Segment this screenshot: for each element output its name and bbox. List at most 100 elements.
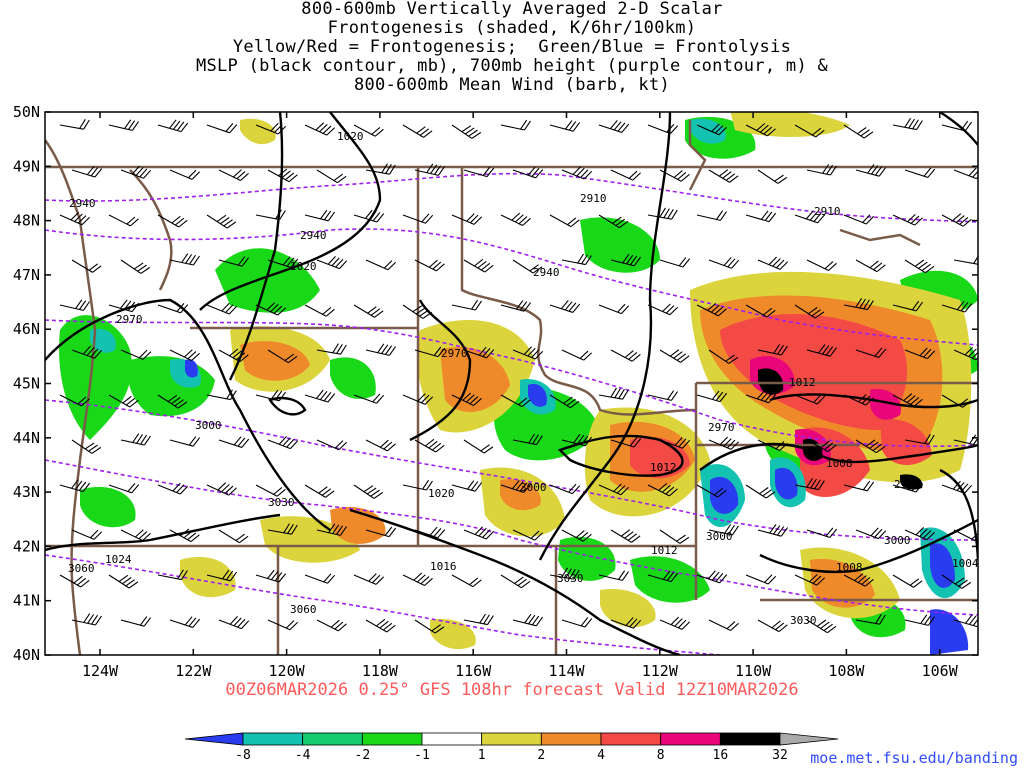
latitude-label: 43N xyxy=(13,483,40,501)
latitude-label: 40N xyxy=(13,646,40,664)
wind-barb xyxy=(647,207,678,220)
wind-barb xyxy=(59,574,90,588)
wind-barb xyxy=(451,574,482,588)
longitude-labels: 124W 122W 120W 118W 116W 114W 112W 110W 108W 106W xyxy=(82,662,959,680)
wind-barb xyxy=(892,213,923,226)
wind-barb xyxy=(745,210,777,223)
wind-barb xyxy=(892,480,924,493)
wind-barb xyxy=(108,214,139,227)
height-label: 2940 xyxy=(533,266,560,279)
wind-barb xyxy=(255,389,287,402)
wind-barb xyxy=(451,480,483,492)
latitude-label: 50N xyxy=(13,103,40,121)
wind-barb xyxy=(267,349,298,364)
wind-barb xyxy=(843,214,875,225)
colorbar-segment xyxy=(184,732,244,746)
wind-barb xyxy=(169,436,201,447)
wind-barb xyxy=(904,259,935,274)
height-label: 3030 xyxy=(790,614,817,627)
wind-barb xyxy=(157,569,188,581)
mslp-label: 1004 xyxy=(952,557,979,570)
wind-barb xyxy=(316,169,347,184)
title-line-3: Yellow/Red = Frontogenesis; Green/Blue =… xyxy=(232,37,792,57)
wind-barb xyxy=(402,213,434,224)
mslp-label: 1012 xyxy=(789,376,816,389)
wind-barb xyxy=(855,164,887,177)
longitude-label: 110W xyxy=(735,662,772,680)
wind-barb xyxy=(696,390,728,403)
wind-barb xyxy=(108,299,140,313)
wind-barb xyxy=(108,394,139,408)
wind-barb xyxy=(904,167,936,178)
colorbar-tick-labels: -8 -4 -2 -1 1 2 4 8 16 32 xyxy=(235,748,788,763)
wind-barb xyxy=(353,393,385,404)
wind-barb xyxy=(169,169,201,180)
wind-barb xyxy=(267,619,299,631)
wind-barb xyxy=(512,346,544,360)
wind-barb xyxy=(255,302,286,316)
wind-barb xyxy=(659,529,690,544)
wind-barb xyxy=(353,209,385,223)
wind-barb xyxy=(561,529,592,542)
wind-barb xyxy=(71,345,103,359)
wind-barb xyxy=(365,439,396,452)
wind-barb xyxy=(794,304,825,319)
height-label: 3060 xyxy=(68,562,95,575)
longitude-label: 112W xyxy=(642,662,679,680)
wind-barb xyxy=(108,482,140,494)
wind-barb xyxy=(512,613,544,627)
wind-barb xyxy=(463,439,494,454)
wind-barb xyxy=(402,572,433,587)
wind-barb xyxy=(855,439,886,454)
wind-barb xyxy=(647,123,679,135)
title-line-5: 800-600mb Mean Wind (barb, kt) xyxy=(353,75,671,95)
wind-barb xyxy=(794,210,826,224)
wind-barb xyxy=(59,299,90,311)
wind-barb xyxy=(953,614,978,628)
wind-barb xyxy=(512,259,543,274)
wind-barb xyxy=(120,529,151,542)
wind-barb xyxy=(218,616,250,630)
title-line-2: Frontogenesis (shaded, K/6hr/100km) xyxy=(327,18,697,38)
colorbar-tick-label: 8 xyxy=(657,748,665,763)
wind-barb xyxy=(500,300,532,312)
wind-barb xyxy=(659,437,691,449)
height-label: 2970 xyxy=(894,478,921,491)
wind-barb xyxy=(745,390,777,404)
wind-barb xyxy=(659,257,691,268)
wind-barb xyxy=(904,526,936,541)
mslp-label: 1020 xyxy=(290,260,317,273)
wind-barb xyxy=(549,567,580,580)
height-label: 3000 xyxy=(195,419,222,432)
wind-barb xyxy=(598,120,630,133)
latitude-label: 47N xyxy=(13,266,40,284)
wind-barb xyxy=(402,304,433,319)
longitude-label: 124W xyxy=(82,662,119,680)
wind-barb xyxy=(806,344,838,357)
wind-barb xyxy=(157,119,189,133)
wind-barb xyxy=(757,439,788,452)
colorbar-segment xyxy=(421,732,483,746)
mslp-label: 1024 xyxy=(105,553,132,566)
wind-barb xyxy=(255,484,286,497)
wind-barb xyxy=(169,528,200,543)
wind-barb xyxy=(745,122,776,137)
wind-barb xyxy=(365,343,396,356)
height-label: 3000 xyxy=(706,530,733,543)
wind-barb xyxy=(696,123,728,136)
title-line-1: 800-600mb Vertically Averaged 2-D Scalar xyxy=(301,0,723,19)
wind-barb xyxy=(806,527,838,538)
wind-barb xyxy=(304,122,335,136)
wind-barb xyxy=(941,480,973,494)
wind-barb xyxy=(267,256,299,268)
wind-barb xyxy=(218,169,249,182)
wind-barb xyxy=(806,259,837,272)
wind-barb xyxy=(365,163,396,175)
colorbar-tick-label: -4 xyxy=(295,748,311,763)
wind-barb xyxy=(953,254,978,265)
frontogenesis-shading xyxy=(59,112,978,655)
wind-barb xyxy=(953,167,978,180)
wind-barb xyxy=(953,434,978,446)
wind-barb xyxy=(757,619,788,633)
height-label: 2970 xyxy=(708,421,735,434)
